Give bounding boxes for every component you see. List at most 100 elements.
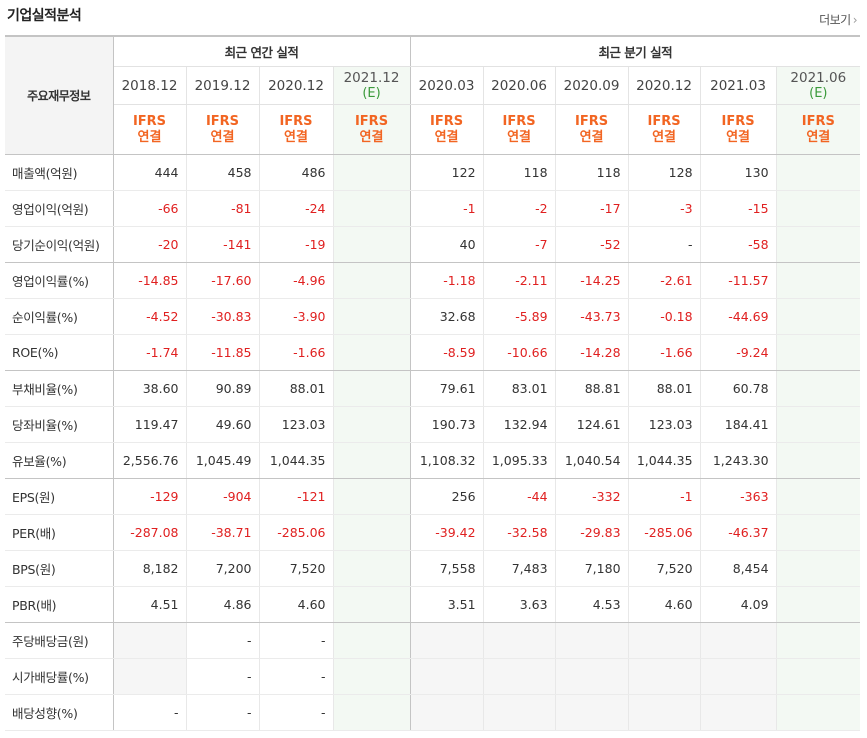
data-cell	[776, 154, 861, 191]
row-label: 매출액(억원)	[5, 154, 114, 191]
data-cell: 1,243.30	[700, 442, 777, 479]
period-header: 2020.09	[555, 66, 629, 105]
data-cell: -7	[483, 226, 556, 263]
data-cell: -	[186, 694, 260, 731]
data-cell: 49.60	[186, 406, 260, 443]
data-cell	[333, 550, 411, 587]
data-cell: -1.18	[410, 262, 484, 299]
ifrs-header: IFRS 연결	[410, 104, 484, 155]
data-cell	[410, 622, 484, 659]
annual-group-header: 최근 연간 실적	[113, 35, 411, 67]
data-cell: -141	[186, 226, 260, 263]
data-cell: -363	[700, 478, 777, 515]
data-cell: -8.59	[410, 334, 484, 371]
row-label: PER(배)	[5, 514, 114, 551]
data-cell: -44.69	[700, 298, 777, 335]
data-cell: -287.08	[113, 514, 187, 551]
period-header: 2021.03	[700, 66, 777, 105]
data-cell	[776, 370, 861, 407]
data-cell	[333, 226, 411, 263]
data-cell	[333, 154, 411, 191]
data-cell: -904	[186, 478, 260, 515]
data-cell: -	[186, 622, 260, 659]
consolidated-label: 연결	[507, 129, 531, 145]
data-cell	[483, 694, 556, 731]
data-cell: -4.52	[113, 298, 187, 335]
consolidated-label: 연결	[137, 129, 162, 145]
ifrs-label: IFRS	[502, 113, 536, 129]
data-cell	[333, 586, 411, 623]
data-cell: 1,095.33	[483, 442, 556, 479]
ifrs-label: IFRS	[354, 113, 389, 129]
data-cell: -	[628, 226, 701, 263]
period-label: 2020.09	[563, 77, 620, 94]
data-cell: 444	[113, 154, 187, 191]
table-header: 주요재무정보 최근 연간 실적 최근 분기 실적 2018.12 2019.12 2…	[5, 35, 861, 155]
data-cell	[776, 658, 861, 695]
data-cell: 60.78	[700, 370, 777, 407]
data-cell	[333, 370, 411, 407]
data-cell: -38.71	[186, 514, 260, 551]
data-cell: 88.01	[628, 370, 701, 407]
period-header: 2020.03	[410, 66, 484, 105]
more-link[interactable]: 더보기 ›	[819, 11, 857, 28]
table-row: 영업이익률(%) -14.85 -17.60 -4.96 -1.18 -2.11 -14.2…	[5, 262, 861, 299]
table-row: EPS(원) -129 -904 -121 256 -44 -332 -1 -363	[5, 478, 861, 515]
data-cell	[700, 622, 777, 659]
table-row: PER(배) -287.08 -38.71 -285.06 -39.42 -32.58 -2…	[5, 514, 861, 551]
data-cell: -1	[410, 190, 484, 227]
table-row: 순이익률(%) -4.52 -30.83 -3.90 32.68 -5.89 -43.73-…	[5, 298, 861, 335]
data-cell: 40	[410, 226, 484, 263]
data-cell: -	[113, 694, 187, 731]
data-cell: 4.60	[259, 586, 334, 623]
data-cell: -11.57	[700, 262, 777, 299]
data-cell: 128	[628, 154, 701, 191]
data-cell	[628, 694, 701, 731]
ifrs-header: IFRS 연결	[483, 104, 556, 155]
data-cell: -285.06	[259, 514, 334, 551]
period-header: 2020.06	[483, 66, 556, 105]
row-label: 배당성향(%)	[5, 694, 114, 731]
row-label: EPS(원)	[5, 478, 114, 515]
data-cell: -52	[555, 226, 629, 263]
data-cell: -285.06	[628, 514, 701, 551]
data-cell: 7,520	[628, 550, 701, 587]
period-label: 2020.12	[268, 77, 324, 94]
data-cell: 4.53	[555, 586, 629, 623]
data-cell: -14.25	[555, 262, 629, 299]
data-cell: 1,108.32	[410, 442, 484, 479]
data-cell: 2,556.76	[113, 442, 187, 479]
ifrs-header: IFRS 연결	[700, 104, 777, 155]
data-cell	[776, 262, 861, 299]
ifrs-label: IFRS	[721, 113, 755, 129]
data-cell	[333, 406, 411, 443]
data-cell	[333, 622, 411, 659]
period-header: 2021.12 (E)	[333, 66, 411, 105]
ifrs-header: IFRS 연결	[776, 104, 861, 155]
data-cell	[410, 694, 484, 731]
period-label: 2018.12	[121, 77, 178, 94]
estimate-marker: (E)	[809, 85, 828, 101]
period-header: 2021.06 (E)	[776, 66, 861, 105]
data-cell: -2.11	[483, 262, 556, 299]
consolidated-label: 연결	[284, 129, 308, 145]
period-label: 2020.06	[491, 77, 547, 94]
consolidated-label: 연결	[210, 129, 235, 145]
data-cell: -17	[555, 190, 629, 227]
ifrs-label: IFRS	[205, 113, 240, 129]
ifrs-header: IFRS 연결	[113, 104, 187, 155]
data-cell	[776, 190, 861, 227]
financial-table: 주요재무정보 최근 연간 실적 최근 분기 실적 2018.12 2019.12 2…	[5, 35, 861, 731]
data-cell: 7,520	[259, 550, 334, 587]
data-cell: 88.01	[259, 370, 334, 407]
data-cell: 130	[700, 154, 777, 191]
data-cell	[113, 622, 187, 659]
table-row: PBR(배) 4.51 4.86 4.60 3.51 3.63 4.53 4.60 4.09	[5, 586, 861, 623]
data-cell: 38.60	[113, 370, 187, 407]
data-cell	[776, 550, 861, 587]
data-cell	[628, 658, 701, 695]
data-cell	[333, 334, 411, 371]
table-row: 영업이익(억원) -66 -81 -24 -1 -2 -17 -3 -15	[5, 190, 861, 227]
data-cell: -15	[700, 190, 777, 227]
data-cell	[333, 442, 411, 479]
